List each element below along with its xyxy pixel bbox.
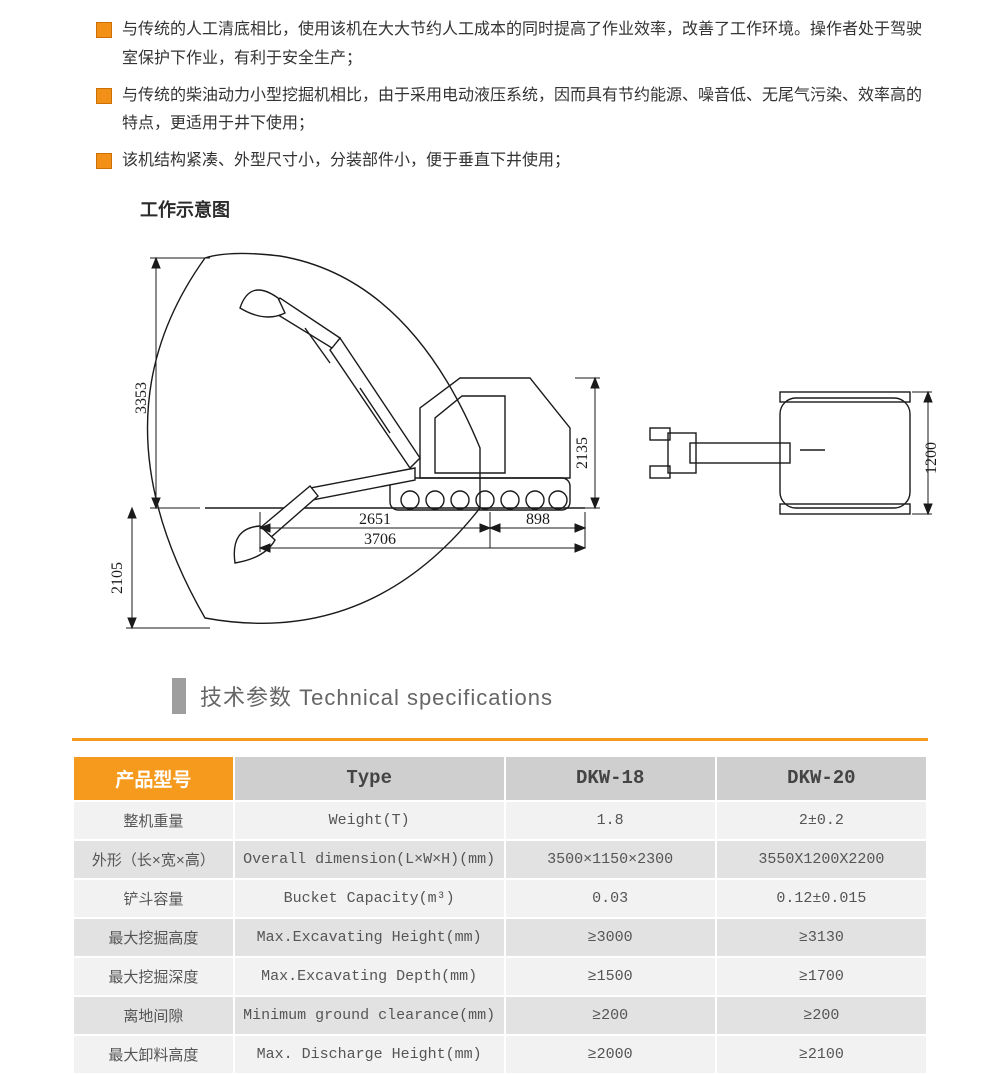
- working-diagram: 3353 2105 2135 2651 898 3706 1200: [60, 228, 940, 658]
- bullet-icon: [96, 22, 112, 38]
- col-header: Type: [235, 757, 504, 800]
- table-row: 整机重量Weight(T)1.82±0.2: [74, 802, 926, 839]
- section-title: 技术参数 Technical specifications: [200, 680, 553, 712]
- table-row: 外形（长×宽×高）Overall dimension(L×W×H)(mm)350…: [74, 841, 926, 878]
- section-bar-icon: [172, 678, 186, 714]
- table-row: 最大卸料高度Max. Discharge Height(mm)≥2000≥210…: [74, 1036, 926, 1073]
- dim-2105: 2105: [109, 562, 126, 594]
- bullet-icon: [96, 153, 112, 169]
- col-header: DKW-20: [717, 757, 926, 800]
- dim-3353: 3353: [133, 382, 150, 414]
- bullet-text: 与传统的柴油动力小型挖掘机相比，由于采用电动液压系统，因而具有节约能源、噪音低、…: [122, 87, 922, 133]
- specifications-table: 产品型号 Type DKW-18 DKW-20 整机重量Weight(T)1.8…: [72, 755, 928, 1075]
- dim-898: 898: [526, 511, 550, 528]
- table-row: 最大挖掘深度Max.Excavating Depth(mm)≥1500≥1700: [74, 958, 926, 995]
- dim-1200: 1200: [923, 442, 940, 474]
- col-header: DKW-18: [506, 757, 715, 800]
- bullet-text: 该机结构紧凑、外型尺寸小，分装部件小，便于垂直下井使用；: [122, 152, 570, 169]
- dim-2135: 2135: [574, 437, 591, 469]
- bullet-text: 与传统的人工清底相比，使用该机在大大节约人工成本的同时提高了作业效率，改善了工作…: [122, 21, 922, 67]
- section-header: 技术参数 Technical specifications: [172, 678, 1000, 714]
- accent-divider: [72, 738, 928, 741]
- feature-bullets: 与传统的人工清底相比，使用该机在大大节约人工成本的同时提高了作业效率，改善了工作…: [0, 0, 1000, 188]
- table-row: 离地间隙Minimum ground clearance(mm)≥200≥200: [74, 997, 926, 1034]
- table-row: 最大挖掘高度Max.Excavating Height(mm)≥3000≥313…: [74, 919, 926, 956]
- dim-3706: 3706: [364, 531, 396, 548]
- dim-2651: 2651: [359, 511, 391, 528]
- diagram-title: 工作示意图: [140, 196, 1000, 222]
- col-header: 产品型号: [74, 757, 233, 800]
- bullet-item: 该机结构紧凑、外型尺寸小，分装部件小，便于垂直下井使用；: [96, 147, 936, 176]
- bullet-item: 与传统的人工清底相比，使用该机在大大节约人工成本的同时提高了作业效率，改善了工作…: [96, 16, 936, 74]
- table-row: 铲斗容量Bucket Capacity(m³)0.030.12±0.015: [74, 880, 926, 917]
- bullet-icon: [96, 88, 112, 104]
- bullet-item: 与传统的柴油动力小型挖掘机相比，由于采用电动液压系统，因而具有节约能源、噪音低、…: [96, 82, 936, 140]
- table-header-row: 产品型号 Type DKW-18 DKW-20: [74, 757, 926, 800]
